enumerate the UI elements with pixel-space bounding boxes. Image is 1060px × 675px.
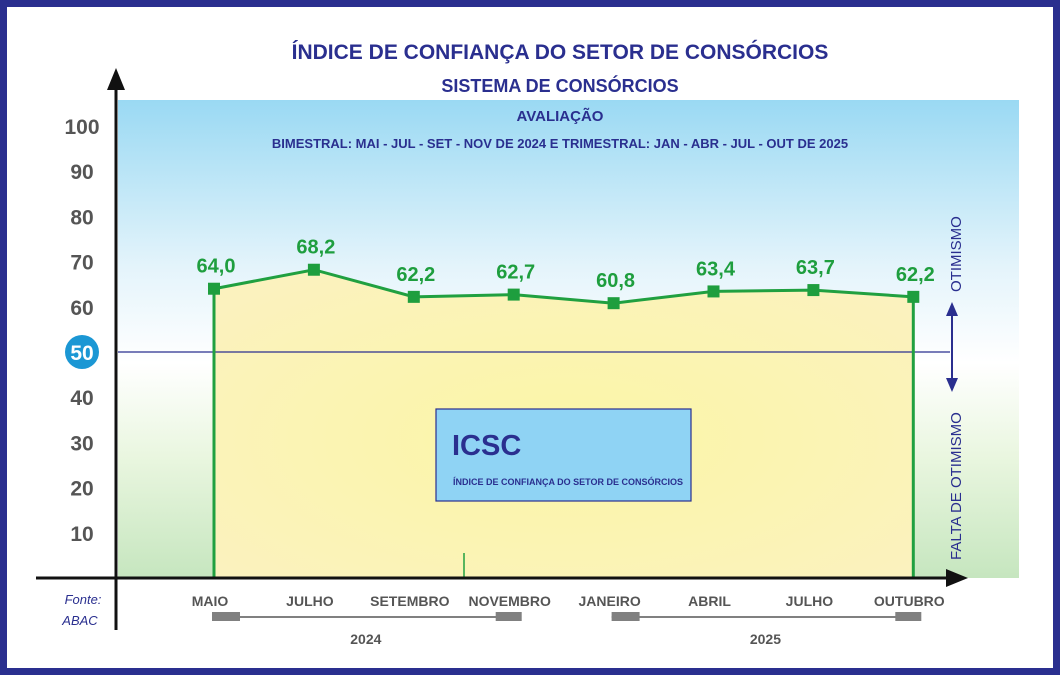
data-value-label: 62,2 — [896, 264, 935, 286]
x-category-label: ABRIL — [688, 593, 731, 609]
y-tick-label: 80 — [70, 206, 93, 229]
x-category-label: JULHO — [286, 593, 334, 609]
zone-arrow-down-icon — [946, 378, 958, 392]
data-point-marker — [907, 290, 920, 303]
data-value-label: 63,7 — [796, 257, 835, 279]
data-value-label: 60,8 — [596, 270, 635, 292]
highlight-50-circle — [65, 335, 99, 369]
y-tick-label: 50 — [70, 342, 93, 365]
y-tick-label: 10 — [70, 523, 93, 546]
data-point-marker — [707, 285, 720, 298]
icsc-acronym: ICSC — [452, 430, 521, 462]
data-point-marker — [607, 297, 620, 310]
data-point-marker — [507, 288, 520, 301]
y-tick-label: 90 — [70, 161, 93, 184]
data-value-label: 62,2 — [396, 264, 435, 286]
x-category-label: JULHO — [786, 593, 834, 609]
evaluation-label: AVALIAÇÃO — [517, 107, 604, 125]
y-axis-arrow — [107, 68, 125, 90]
data-point-marker — [208, 282, 220, 295]
year-bar-start — [611, 612, 640, 621]
source-label: Fonte: — [65, 592, 102, 607]
data-value-label: 63,4 — [696, 258, 736, 280]
x-category-label: MAIO — [192, 593, 229, 609]
zone-arrow-up-icon — [946, 302, 958, 316]
year-label: 2025 — [750, 631, 781, 647]
data-point-marker — [307, 263, 320, 276]
x-category-label: JANEIRO — [578, 593, 640, 609]
chart-title: ÍNDICE DE CONFIANÇA DO SETOR DE CONSÓRCI… — [292, 40, 829, 64]
x-category-label: SETEMBRO — [370, 593, 449, 609]
data-value-label: 62,7 — [496, 262, 535, 284]
chart-subtitle: SISTEMA DE CONSÓRCIOS — [441, 75, 678, 96]
x-axis-arrow — [946, 569, 968, 587]
data-point-marker — [807, 284, 820, 297]
y-tick-label: 40 — [70, 387, 93, 410]
y-tick-label: 30 — [70, 432, 93, 455]
zone-upper-label: OTIMISMO — [948, 216, 965, 292]
data-value-label: 64,0 — [197, 256, 236, 278]
year-bar-end — [895, 612, 922, 621]
y-tick-label: 70 — [70, 252, 93, 275]
series-line — [213, 268, 914, 305]
year-bar-end — [495, 612, 522, 621]
chart-svg: ÍNDICE DE CONFIANÇA DO SETOR DE CONSÓRCI… — [36, 40, 1019, 647]
zone-lower-label: FALTA DE OTIMISMO — [948, 412, 965, 560]
y-tick-label: 20 — [70, 478, 93, 501]
y-tick-label: 100 — [64, 116, 99, 139]
source-name: ABAC — [61, 613, 98, 628]
year-label: 2024 — [350, 631, 381, 647]
data-point-marker — [407, 290, 420, 303]
year-bar-start — [212, 612, 240, 621]
data-value-label: 68,2 — [296, 237, 335, 259]
icsc-full-name: ÍNDICE DE CONFIANÇA DO SETOR DE CONSÓRCI… — [453, 476, 683, 487]
x-category-label: OUTUBRO — [874, 593, 945, 609]
x-category-label: NOVEMBRO — [468, 593, 551, 609]
y-tick-label: 60 — [70, 297, 93, 320]
period-note: BIMESTRAL: MAI - JUL - SET - NOV DE 2024… — [272, 136, 848, 151]
icsc-box — [435, 408, 692, 502]
